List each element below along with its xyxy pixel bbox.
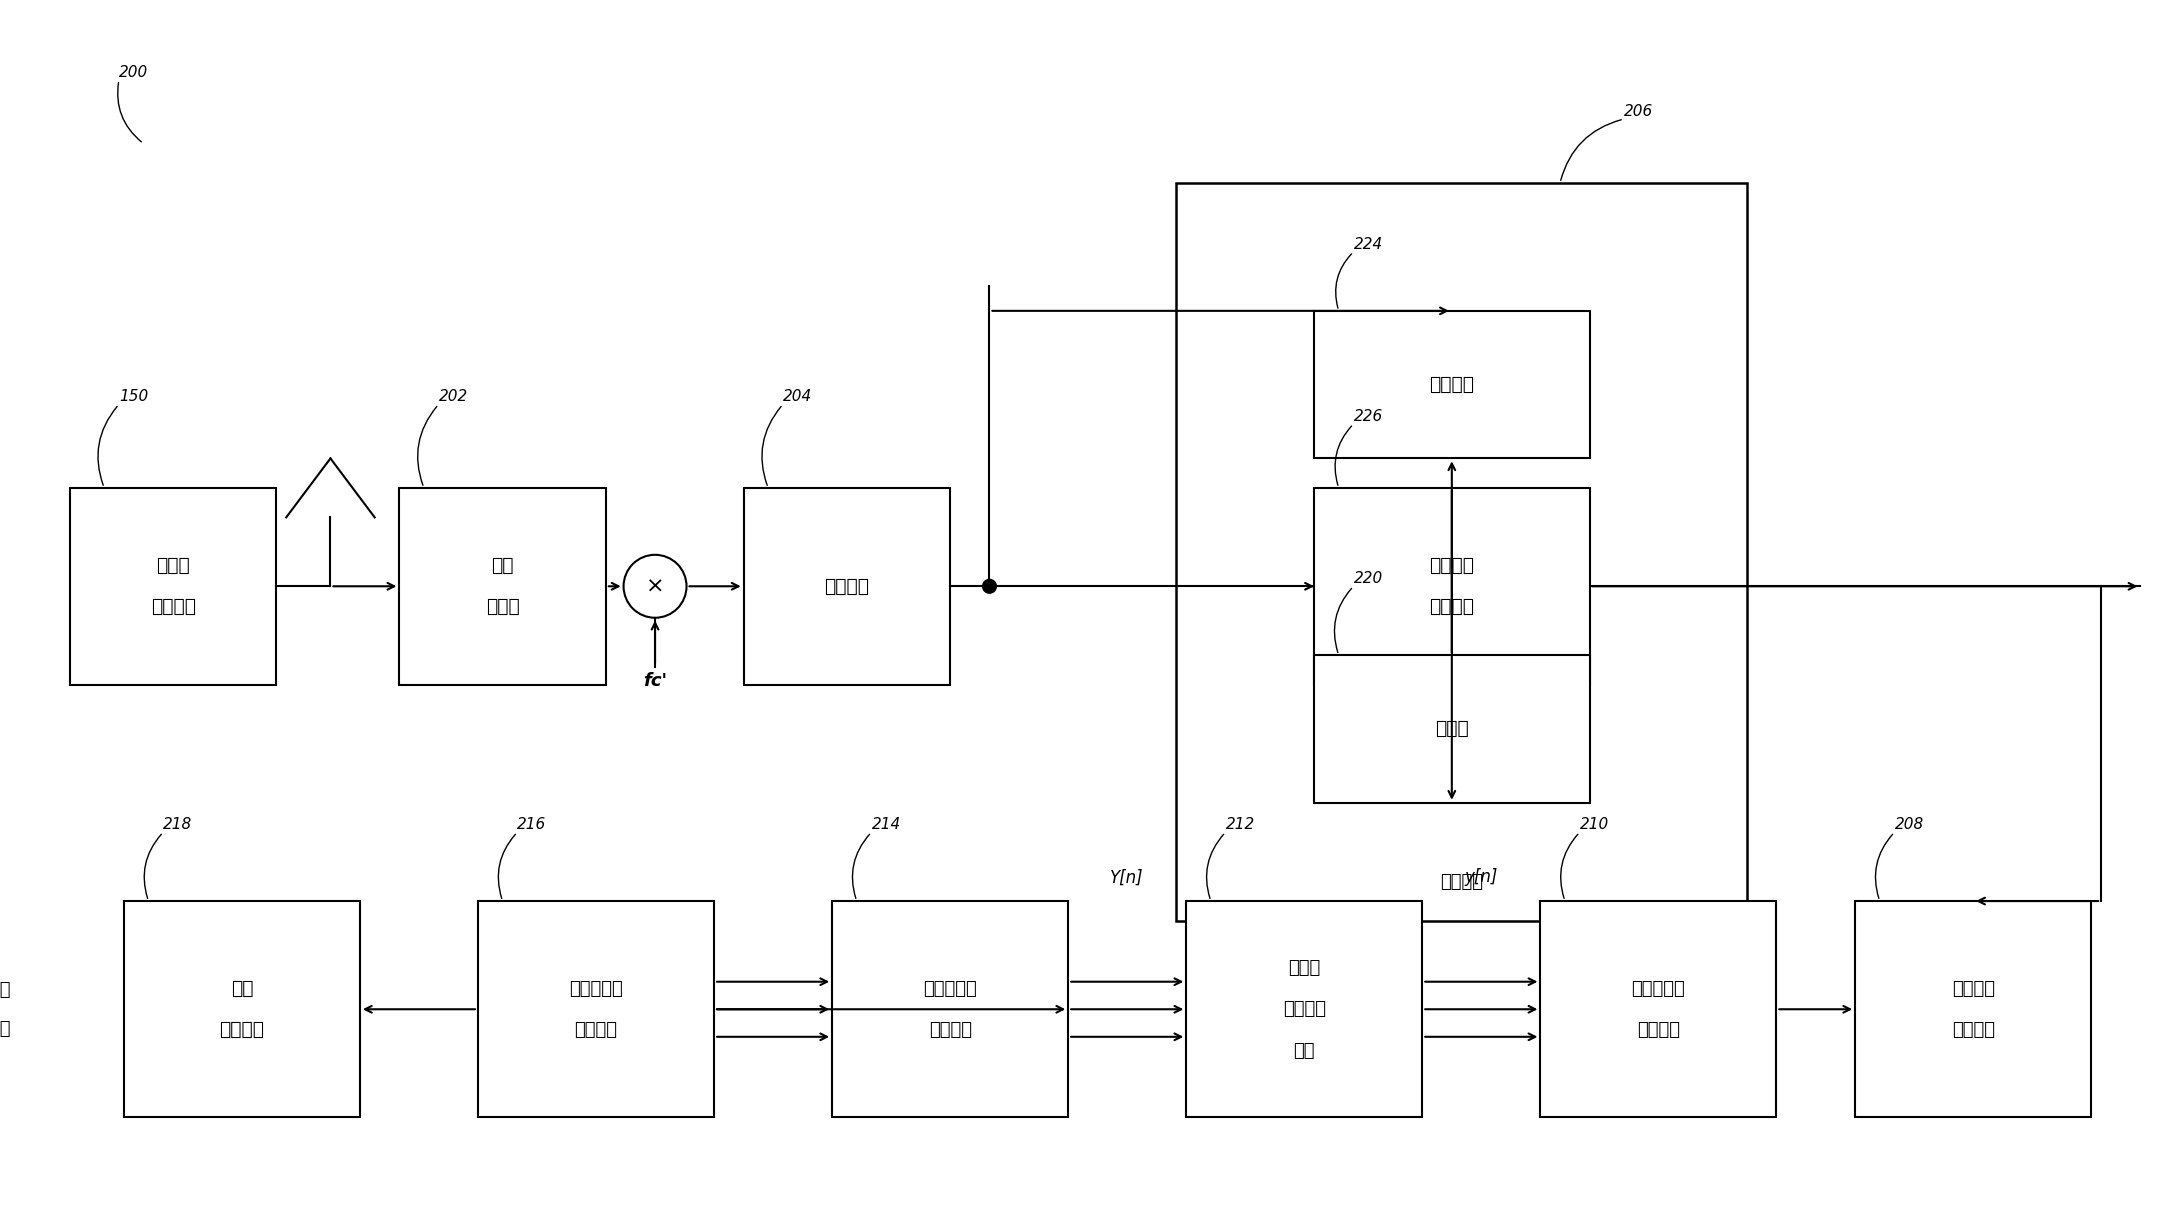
Text: 210: 210 xyxy=(1580,818,1610,832)
FancyBboxPatch shape xyxy=(1186,901,1422,1118)
Text: 射频: 射频 xyxy=(491,556,513,575)
Text: 接收器: 接收器 xyxy=(485,597,519,616)
Text: 204: 204 xyxy=(783,390,812,404)
Text: 通道估算与: 通道估算与 xyxy=(924,979,976,997)
FancyBboxPatch shape xyxy=(400,488,606,685)
Text: 均衡模块: 均衡模块 xyxy=(928,1021,972,1038)
Text: 同步电路: 同步电路 xyxy=(1441,873,1482,891)
Text: 150: 150 xyxy=(119,390,147,404)
Text: 利叶转换: 利叶转换 xyxy=(1283,1000,1327,1018)
Text: 传递通道: 传递通道 xyxy=(151,597,195,616)
Text: 转换模块: 转换模块 xyxy=(1636,1021,1679,1038)
Text: 移除模块: 移除模块 xyxy=(1952,1021,1995,1038)
Text: 206: 206 xyxy=(1623,104,1653,119)
Text: 226: 226 xyxy=(1352,409,1383,425)
Text: 并行至串行: 并行至串行 xyxy=(569,979,623,997)
Text: 220: 220 xyxy=(1352,572,1383,586)
Text: ×: × xyxy=(645,576,664,596)
Text: 202: 202 xyxy=(439,390,467,404)
Text: 信号的: 信号的 xyxy=(156,556,190,575)
Text: 216: 216 xyxy=(517,818,547,832)
Text: 212: 212 xyxy=(1225,818,1255,832)
Circle shape xyxy=(982,579,995,593)
Text: 模块: 模块 xyxy=(1294,1042,1316,1060)
Text: 输出: 输出 xyxy=(0,980,11,999)
Text: 214: 214 xyxy=(872,818,900,832)
Text: 转换模块: 转换模块 xyxy=(573,1021,617,1038)
Text: 时序同步: 时序同步 xyxy=(1430,375,1474,394)
FancyBboxPatch shape xyxy=(123,901,359,1118)
Text: 解调模块: 解调模块 xyxy=(219,1020,264,1040)
Text: Y[n]: Y[n] xyxy=(1110,868,1145,886)
Text: 循环字首: 循环字首 xyxy=(1952,979,1995,997)
Text: fc': fc' xyxy=(643,672,667,690)
Text: 信号: 信号 xyxy=(232,979,253,999)
Text: 帧检测: 帧检测 xyxy=(1435,720,1469,738)
FancyBboxPatch shape xyxy=(1314,311,1591,458)
Text: 载波频率: 载波频率 xyxy=(1430,556,1474,575)
FancyBboxPatch shape xyxy=(69,488,277,685)
FancyBboxPatch shape xyxy=(744,488,950,685)
FancyBboxPatch shape xyxy=(1177,183,1746,920)
Text: 快速富: 快速富 xyxy=(1288,959,1320,977)
FancyBboxPatch shape xyxy=(833,901,1069,1118)
Text: 串行至并行: 串行至并行 xyxy=(1632,979,1686,997)
Text: 200: 200 xyxy=(119,65,147,80)
FancyBboxPatch shape xyxy=(1314,655,1591,803)
Text: 218: 218 xyxy=(162,818,193,832)
Text: 信号: 信号 xyxy=(0,1020,11,1038)
FancyBboxPatch shape xyxy=(1314,488,1591,685)
FancyBboxPatch shape xyxy=(1541,901,1777,1118)
Text: 224: 224 xyxy=(1352,236,1383,252)
FancyBboxPatch shape xyxy=(1855,901,2090,1118)
Text: y[n]: y[n] xyxy=(1465,868,1497,886)
Text: 偏移修正: 偏移修正 xyxy=(1430,597,1474,616)
FancyBboxPatch shape xyxy=(478,901,714,1118)
Text: 取样模块: 取样模块 xyxy=(824,576,870,596)
Text: 208: 208 xyxy=(1894,818,1924,832)
